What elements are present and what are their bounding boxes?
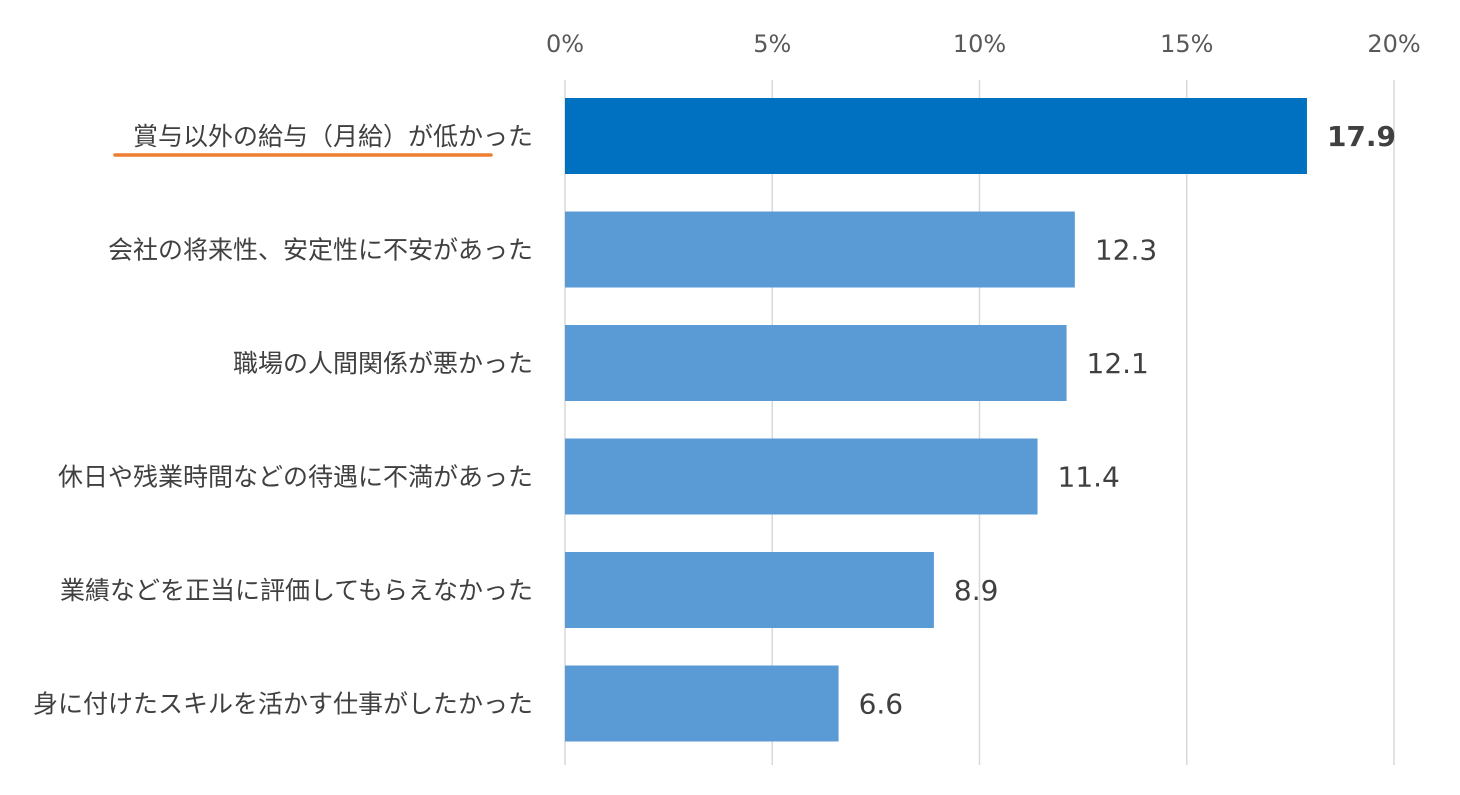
category-label: 業績などを正当に評価してもらえなかった [60, 576, 533, 605]
data-label: 11.4 [1058, 461, 1120, 494]
bar [565, 552, 934, 628]
gridlines [564, 80, 1395, 765]
data-label: 12.1 [1087, 347, 1149, 380]
x-tick-label: 20% [1367, 30, 1420, 58]
bar [565, 211, 1075, 288]
category-label: 賞与以外の給与（月給）が低かった [133, 122, 533, 151]
data-label: 17.9 [1327, 120, 1396, 153]
category-label: 身に付けたスキルを活かす仕事がしたかった [33, 690, 533, 719]
category-label: 休日や残業時間などの待遇に不満があった [58, 463, 533, 492]
x-tick-label: 5% [753, 30, 791, 58]
x-axis-tick-labels: 0% 5% 10% 15% 20% [546, 30, 1421, 58]
bar [565, 665, 839, 742]
data-labels: 17.9 12.3 12.1 11.4 8.9 6.6 [859, 120, 1396, 721]
bar [565, 438, 1038, 515]
data-label: 6.6 [859, 688, 904, 721]
category-label: 職場の人間関係が悪かった [233, 349, 533, 378]
bar [565, 98, 1307, 174]
category-labels: 賞与以外の給与（月給）が低かった会社の将来性、安定性に不安があった職場の人間関係… [33, 122, 533, 719]
bar [565, 325, 1067, 401]
x-tick-label: 15% [1160, 30, 1213, 58]
data-label: 8.9 [954, 574, 999, 607]
x-tick-label: 10% [953, 30, 1006, 58]
x-tick-label: 0% [546, 30, 584, 58]
bars [565, 98, 1307, 742]
data-label: 12.3 [1095, 234, 1157, 267]
category-label: 会社の将来性、安定性に不安があった [108, 236, 533, 265]
